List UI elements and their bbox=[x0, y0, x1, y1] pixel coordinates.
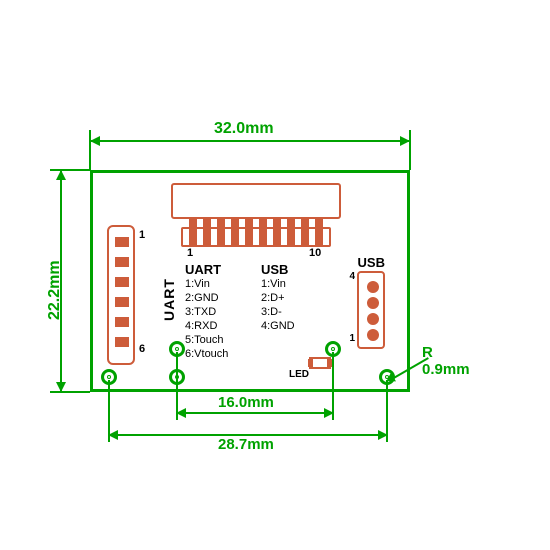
usb-pinout: USB 1:Vin 2:D+ 3:D- 4:GND bbox=[261, 263, 295, 333]
usb-pinout-line: 4:GND bbox=[261, 319, 295, 333]
dim-height-label: 22.2mm bbox=[46, 260, 64, 320]
uart-pinout-line: 2:GND bbox=[185, 291, 228, 305]
dim-inner-arrow-r bbox=[324, 408, 334, 418]
top-pin bbox=[231, 217, 239, 245]
usb-pin1-num: 1 bbox=[349, 333, 355, 344]
uart-pin bbox=[115, 257, 129, 267]
top-connector-frame bbox=[171, 183, 341, 219]
dim-inner-arrow-l bbox=[176, 408, 186, 418]
top-pin bbox=[259, 217, 267, 245]
dim-top-line bbox=[90, 140, 410, 142]
top-pin bbox=[217, 217, 225, 245]
uart-pin6-num: 6 bbox=[139, 343, 145, 355]
dim-left-ext-b bbox=[50, 391, 90, 393]
dim-left-arrow-t bbox=[56, 170, 66, 180]
top-pin bbox=[315, 217, 323, 245]
uart-pinout-line: 3:TXD bbox=[185, 305, 228, 319]
top-pin1-num: 1 bbox=[187, 247, 193, 259]
usb-pin bbox=[367, 281, 379, 293]
top-pin bbox=[301, 217, 309, 245]
dim-top-ext-l bbox=[89, 130, 91, 170]
uart-pinout: UART 1:Vin 2:GND 3:TXD 4:RXD 5:Touch 6:V… bbox=[185, 263, 228, 361]
top-connector: 1 10 bbox=[181, 217, 331, 247]
uart-pin bbox=[115, 317, 129, 327]
uart-connector bbox=[107, 225, 135, 365]
dim-inner-w-label: 16.0mm bbox=[218, 394, 274, 411]
uart-pin1-num: 1 bbox=[139, 229, 145, 241]
dim-left-ext-t bbox=[50, 169, 90, 171]
diagram-stage: 32.0mm 22.2mm 1 6 UART bbox=[90, 130, 460, 420]
led-label: LED bbox=[289, 369, 309, 380]
uart-side-label: UART bbox=[161, 278, 177, 321]
dim-top-ext-r bbox=[409, 130, 411, 170]
led-component bbox=[309, 357, 331, 369]
usb-pin bbox=[367, 329, 379, 341]
uart-pin bbox=[115, 337, 129, 347]
uart-pinout-header: UART bbox=[185, 263, 228, 277]
usb-pinout-line: 3:D- bbox=[261, 305, 295, 319]
top-pin bbox=[287, 217, 295, 245]
uart-pin bbox=[115, 277, 129, 287]
usb-pinout-line: 1:Vin bbox=[261, 277, 295, 291]
usb-pinout-header: USB bbox=[261, 263, 295, 277]
uart-pinout-line: 5:Touch bbox=[185, 333, 228, 347]
top-pin bbox=[273, 217, 281, 245]
top-pin bbox=[245, 217, 253, 245]
uart-pinout-line: 6:Vtouch bbox=[185, 347, 228, 361]
uart-pinout-line: 1:Vin bbox=[185, 277, 228, 291]
usb-pin bbox=[367, 313, 379, 325]
uart-pin bbox=[115, 237, 129, 247]
usb-connector-label: USB bbox=[358, 255, 385, 270]
usb-pin4-num: 4 bbox=[349, 271, 355, 282]
uart-pinout-line: 4:RXD bbox=[185, 319, 228, 333]
uart-pin bbox=[115, 297, 129, 307]
dim-inner-line bbox=[176, 412, 334, 414]
usb-connector bbox=[357, 271, 385, 349]
pcb-outline: 1 6 UART 1 10 UART 1:Vin 2:GND 3:TXD bbox=[90, 170, 410, 392]
top-pin bbox=[203, 217, 211, 245]
dim-width-label: 32.0mm bbox=[214, 120, 274, 138]
dim-full-arrow-r bbox=[378, 430, 388, 440]
dim-radius-label: R 0.9mm bbox=[422, 344, 470, 378]
top-pin10-num: 10 bbox=[309, 247, 321, 259]
usb-pin bbox=[367, 297, 379, 309]
dim-full-arrow-l bbox=[108, 430, 118, 440]
dim-top-arrow-l bbox=[90, 136, 100, 146]
dim-full-w-label: 28.7mm bbox=[218, 436, 274, 453]
usb-pinout-line: 2:D+ bbox=[261, 291, 295, 305]
led-pad bbox=[308, 359, 313, 367]
top-pin bbox=[189, 217, 197, 245]
